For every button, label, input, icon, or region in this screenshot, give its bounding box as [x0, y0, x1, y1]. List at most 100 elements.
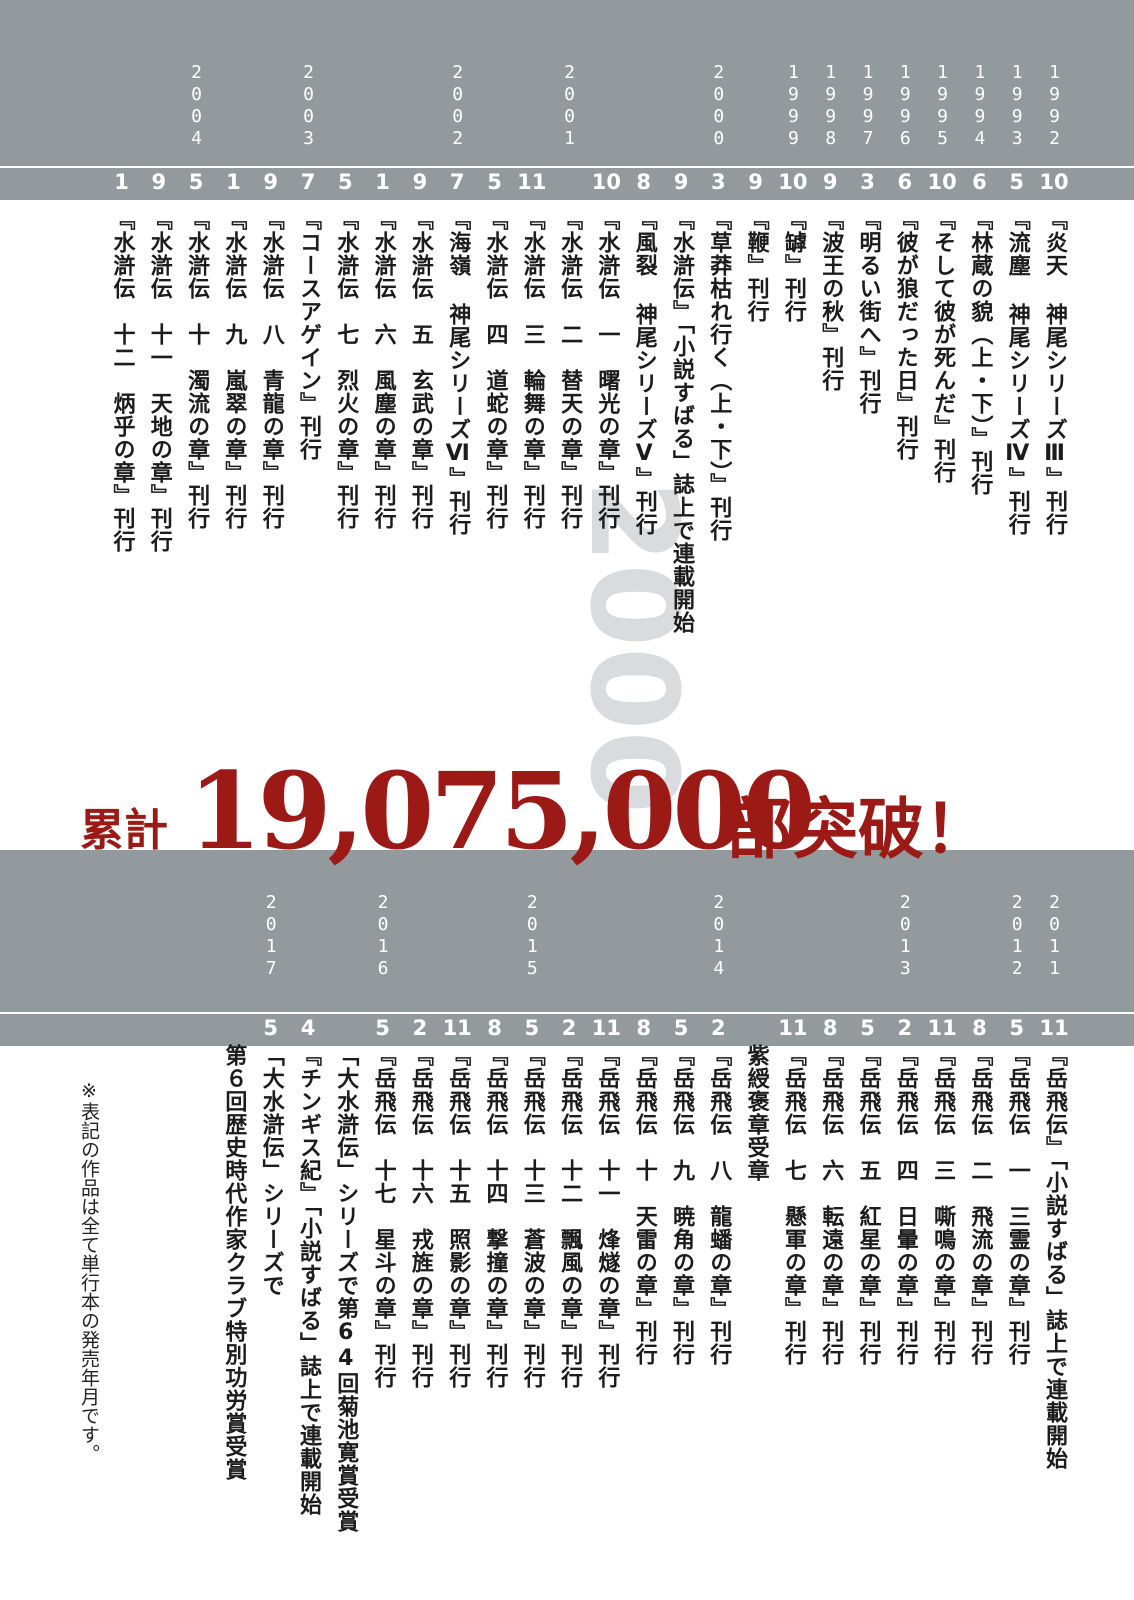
timeline-column: 1 『水滸伝 九 嵐翠の章』刊行: [215, 0, 251, 1600]
year-label: 1993: [1006, 62, 1028, 150]
month-label: 6: [897, 170, 913, 194]
timeline-entry: 『コースアゲイン』刊行: [296, 208, 321, 461]
timeline-entry: 『岳飛伝』「小説すばる」誌上で連載開始: [1042, 1044, 1067, 1470]
timeline-entry: 紫綬褒章受章: [743, 1044, 769, 1182]
month-label: 5: [524, 1016, 540, 1040]
month-label: 1: [114, 170, 129, 194]
timeline-entry: 『水滸伝 一 曙光の章』刊行: [594, 208, 620, 530]
month-label: 9: [822, 170, 838, 194]
month-label: [327, 1012, 363, 1044]
timeline-column: 1993 5 『流塵 神尾シリーズⅣ』刊行: [999, 0, 1035, 1600]
month-label: 5: [860, 1016, 875, 1040]
timeline-column: 5 『岳飛伝 九 暁角の章』刊行: [663, 0, 699, 1600]
timeline-entry: 『岳飛伝 一 三霊の章』刊行: [1004, 1044, 1030, 1366]
year-label: 1996: [894, 62, 916, 150]
timeline-column: 2017 5 「大水滸伝」シリーズで: [253, 0, 289, 1600]
timeline-column: 8 『岳飛伝 十 天雷の章』刊行: [626, 0, 662, 1600]
timeline-column: 5 『岳飛伝 五 紅星の章』刊行: [850, 0, 886, 1600]
timeline-column: 11 『岳飛伝 十一 烽燧の章』刊行: [588, 0, 624, 1600]
timeline-entry: 『岳飛伝 十五 照影の章』刊行: [445, 1044, 471, 1389]
timeline-column: 2001 『水滸伝 二 替天の章』刊行: [551, 0, 587, 1600]
timeline-entry: 『水滸伝 八 青龍の章』刊行: [258, 208, 284, 530]
timeline-entry: 『罅』刊行: [780, 208, 806, 323]
timeline-column: 2000 3 『草莽枯れ行く（上・下）』刊行: [700, 0, 736, 1600]
month-label: 2: [710, 1016, 726, 1040]
month-label: 11: [927, 1016, 957, 1040]
timeline-column: 9 『水滸伝 十一 天地の章』刊行: [141, 0, 177, 1600]
timeline-column: 第６回歴史時代作家クラブ特別功労賞受賞: [215, 0, 251, 1600]
timeline-column: 「大水滸伝」シリーズで第64回菊池寛賞受賞: [327, 0, 363, 1600]
month-label: 8: [636, 1016, 651, 1040]
year-label: 2015: [521, 892, 543, 980]
month-label: 5: [263, 1016, 278, 1040]
month-label: 10: [778, 170, 808, 194]
timeline-entry: 『岳飛伝 四 日暈の章』刊行: [892, 1044, 918, 1366]
timeline-column: 8 『風裂 神尾シリーズⅤ』刊行: [626, 0, 662, 1600]
timeline-column: 2014 2 『岳飛伝 八 龍蟠の章』刊行: [700, 0, 736, 1600]
top-year-band: [0, 0, 1134, 168]
year-label: 2011: [1044, 892, 1065, 980]
month-label: 11: [591, 1016, 621, 1040]
timeline-entry: 『水滸伝』「小説すばる」誌上で連載開始: [669, 208, 694, 634]
timeline-entry: 『岳飛伝 三 嘶鳴の章』刊行: [930, 1044, 956, 1366]
timeline-entry: 『岳飛伝 九 暁角の章』刊行: [669, 1044, 694, 1366]
year-label: 1997: [857, 62, 879, 150]
year-label: 1998: [820, 62, 842, 150]
bottom-year-band: [0, 850, 1134, 1012]
year-label: 1995: [932, 62, 954, 150]
timeline-entry: 『チンギス紀』「小説すばる」誌上で連載開始: [296, 1044, 321, 1516]
month-label: 1: [226, 170, 241, 194]
month-label: 9: [151, 170, 167, 194]
month-label: 9: [412, 170, 428, 194]
timeline-column: 2013 2 『岳飛伝 四 日暈の章』刊行: [887, 0, 923, 1600]
timeline-column: 11 『岳飛伝 十五 照影の章』刊行: [439, 0, 475, 1600]
month-label: 5: [337, 170, 353, 194]
timeline-entry: 『炎天 神尾シリーズⅢ』刊行: [1042, 208, 1067, 536]
month-label: 5: [1009, 1016, 1024, 1040]
headline-number: 19,075,000: [188, 748, 816, 873]
timeline-column: 8 『岳飛伝 二 飛流の章』刊行: [961, 0, 997, 1600]
month-label: 6: [972, 170, 987, 194]
timeline-column: 1 『水滸伝 六 風塵の章』刊行: [365, 0, 401, 1600]
timeline-column: 8 『岳飛伝 十四 撃撞の章』刊行: [477, 0, 513, 1600]
timeline-column: 1992 10 『炎天 神尾シリーズⅢ』刊行: [1036, 0, 1072, 1600]
year-label: 2002: [447, 62, 469, 150]
month-label: 8: [487, 1016, 502, 1040]
year-label: 2014: [708, 892, 730, 980]
timeline-entry: 『林蔵の貌（上・下）』刊行: [967, 208, 993, 496]
timeline-entry: 『鞭』刊行: [743, 208, 769, 323]
year-label: 2013: [894, 892, 916, 980]
month-label: 8: [822, 1016, 838, 1040]
timeline-entry: 『岳飛伝 六 転遠の章』刊行: [818, 1044, 844, 1366]
bottom-month-strip: [0, 1012, 1134, 1046]
month-label: 2: [412, 1016, 428, 1040]
month-label: [738, 1012, 774, 1044]
timeline-column: 1998 9 『波王の秋』刊行: [812, 0, 848, 1600]
year-label: 2003: [298, 62, 319, 150]
year-label: 2017: [260, 892, 282, 980]
timeline-entry: 『水滸伝 十 濁流の章』刊行: [184, 208, 210, 530]
month-label: 9: [263, 170, 278, 194]
timeline-entry: 『岳飛伝 八 龍蟠の章』刊行: [706, 1044, 732, 1366]
month-label: 3: [710, 170, 726, 194]
timeline-column: 1997 3 『明るい街へ』刊行: [850, 0, 886, 1600]
year-label: 2016: [372, 892, 394, 980]
month-label: 5: [673, 1016, 689, 1040]
timeline-entry: 『水滸伝 七 烈火の章』刊行: [333, 208, 359, 530]
year-label: 2000: [708, 62, 730, 150]
timeline-column: 2012 5 『岳飛伝 一 三霊の章』刊行: [999, 0, 1035, 1600]
timeline-column: 1996 6 『彼が狼だった日』刊行: [887, 0, 923, 1600]
timeline-column: 1995 10 『そして彼が死んだ』刊行: [924, 0, 960, 1600]
footnote: ※表記の作品は全て単行本の発売年月です。: [78, 1080, 100, 1463]
timeline-entry: 『水滸伝 四 道蛇の章』刊行: [482, 208, 508, 530]
year-label: 1992: [1044, 62, 1065, 150]
timeline-entry: 『水滸伝 九 嵐翠の章』刊行: [221, 208, 247, 530]
timeline-entry: 『水滸伝 五 玄武の章』刊行: [407, 208, 433, 530]
month-label: 4: [300, 1016, 316, 1040]
month-label: 7: [449, 170, 465, 194]
timeline-entry: 『岳飛伝 十二 飄風の章』刊行: [557, 1044, 583, 1389]
month-label: [215, 1012, 251, 1044]
timeline-entry: 『岳飛伝 十 天雷の章』刊行: [631, 1044, 657, 1366]
month-label: 1: [375, 170, 390, 194]
